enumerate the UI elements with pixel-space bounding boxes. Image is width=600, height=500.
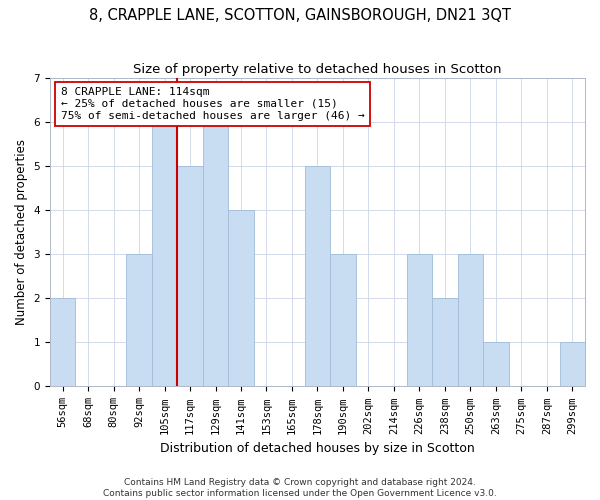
Text: 8 CRAPPLE LANE: 114sqm
← 25% of detached houses are smaller (15)
75% of semi-det: 8 CRAPPLE LANE: 114sqm ← 25% of detached…	[61, 88, 364, 120]
Bar	[483, 342, 509, 386]
Bar	[407, 254, 432, 386]
Bar	[50, 298, 76, 386]
Text: Contains HM Land Registry data © Crown copyright and database right 2024.
Contai: Contains HM Land Registry data © Crown c…	[103, 478, 497, 498]
Bar	[432, 298, 458, 386]
Bar	[458, 254, 483, 386]
Bar	[560, 342, 585, 386]
Bar	[228, 210, 254, 386]
Text: 8, CRAPPLE LANE, SCOTTON, GAINSBOROUGH, DN21 3QT: 8, CRAPPLE LANE, SCOTTON, GAINSBOROUGH, …	[89, 8, 511, 22]
Title: Size of property relative to detached houses in Scotton: Size of property relative to detached ho…	[133, 62, 502, 76]
X-axis label: Distribution of detached houses by size in Scotton: Distribution of detached houses by size …	[160, 442, 475, 455]
Bar	[330, 254, 356, 386]
Bar	[305, 166, 330, 386]
Bar	[203, 122, 228, 386]
Bar	[152, 122, 178, 386]
Bar	[178, 166, 203, 386]
Y-axis label: Number of detached properties: Number of detached properties	[15, 139, 28, 325]
Bar	[127, 254, 152, 386]
